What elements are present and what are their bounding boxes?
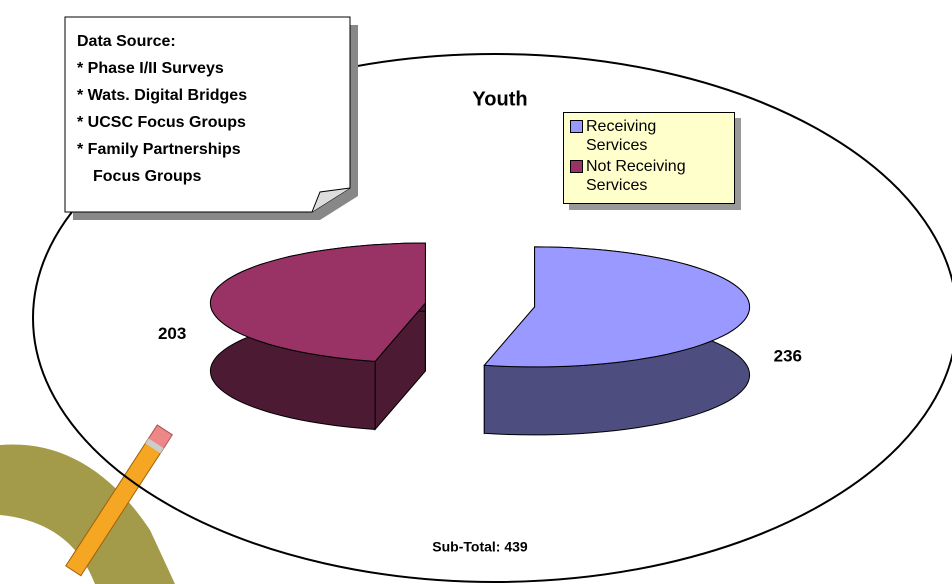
legend-label: Not Receiving Services bbox=[586, 158, 686, 194]
outline-ellipse bbox=[32, 53, 952, 583]
note-line: Data Source: bbox=[77, 33, 176, 50]
chart-title: Youth bbox=[472, 88, 527, 110]
note-line: * Family Partnerships bbox=[77, 141, 241, 158]
legend-swatch bbox=[570, 120, 583, 133]
legend-item: Not Receiving Services bbox=[570, 157, 730, 195]
legend-item: Receiving Services bbox=[570, 117, 730, 155]
note-line: * Wats. Digital Bridges bbox=[77, 87, 247, 104]
data-label: 236 bbox=[774, 347, 802, 366]
note-line: * UCSC Focus Groups bbox=[77, 114, 246, 131]
subtotal: Sub-Total: 439 bbox=[432, 539, 528, 555]
pencil bbox=[65, 424, 174, 577]
note-line: * Phase I/II Surveys bbox=[77, 60, 224, 77]
note-line: Focus Groups bbox=[93, 168, 202, 185]
slice bbox=[209, 242, 426, 362]
slice bbox=[483, 246, 751, 368]
legend: Receiving Services Not Receiving Services bbox=[563, 112, 735, 204]
legend-swatch bbox=[570, 160, 583, 173]
legend-label: Receiving Services bbox=[586, 118, 657, 154]
data-label: 203 bbox=[158, 324, 186, 343]
note-fold bbox=[311, 187, 351, 213]
decor-band bbox=[0, 444, 175, 584]
